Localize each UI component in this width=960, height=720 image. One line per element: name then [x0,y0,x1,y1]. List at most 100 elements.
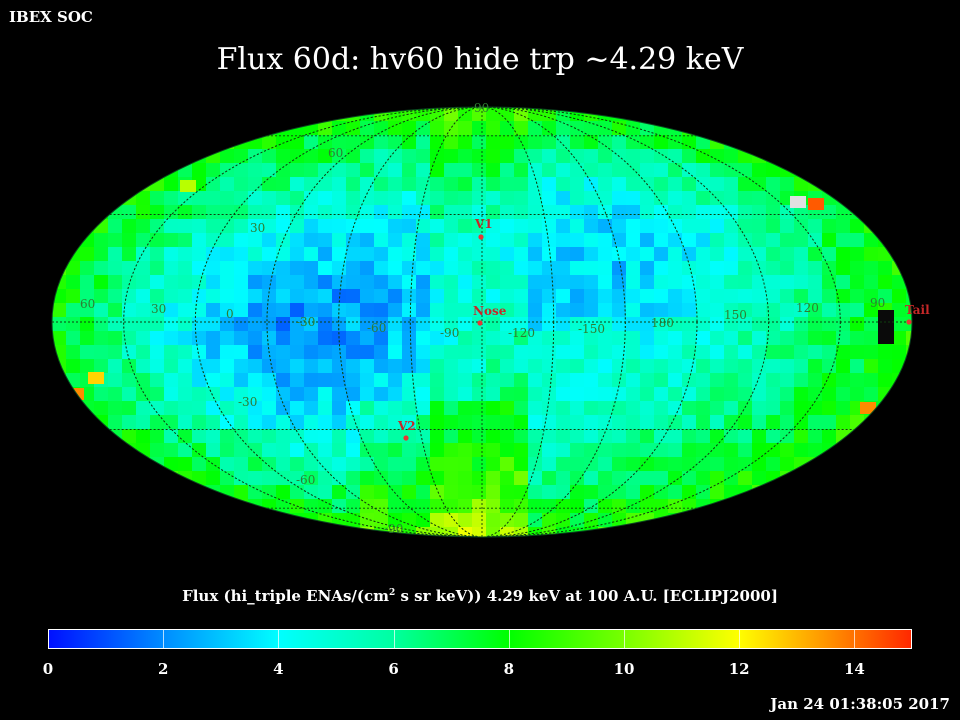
flux-pixel [360,471,375,486]
flux-pixel [780,331,795,346]
flux-pixel [388,387,403,402]
flux-pixel [248,219,263,234]
flux-pixel [780,219,795,234]
flux-pixel [164,247,179,262]
flux-pixel [346,261,361,276]
flux-pixel [332,345,347,360]
flux-pixel [234,233,249,248]
flux-pixel [374,373,389,388]
flux-pixel [388,247,403,262]
flux-pixel [766,359,781,374]
flux-pixel [808,415,823,430]
flux-pixel [738,373,753,388]
flux-pixel [304,261,319,276]
flux-pixel [276,345,291,360]
flux-pixel [220,401,235,416]
flux-pixel [836,317,851,332]
flux-pixel [640,527,655,537]
flux-pixel [318,191,333,206]
flux-pixel [668,205,683,220]
flux-pixel [640,289,655,304]
flux-pixel [416,345,431,360]
flux-pixel [276,135,291,150]
flux-pixel [850,289,865,304]
flux-pixel [304,471,319,486]
flux-pixel [332,135,347,150]
flux-pixel [430,247,445,262]
flux-pixel [416,163,431,178]
flux-pixel [752,443,767,458]
flux-pixel [402,275,417,290]
flux-pixel [654,471,669,486]
flux-pixel [290,457,305,472]
flux-pixel [416,149,431,164]
flux-pixel [136,219,151,234]
flux-pixel [486,513,501,528]
flux-pixel [864,387,879,402]
flux-pixel [710,471,725,486]
flux-pixel [514,247,529,262]
flux-pixel [430,527,445,537]
flux-pixel [836,261,851,276]
flux-pixel [374,331,389,346]
lat-label-90n: 90 [474,101,489,115]
flux-pixel [766,317,781,332]
flux-pixel [514,401,529,416]
flux-pixel [486,121,501,136]
flux-pixel [360,499,375,514]
flux-pixel [738,317,753,332]
flux-pixel [514,443,529,458]
flux-pixel [346,247,361,262]
flux-pixel [206,289,221,304]
flux-pixel [388,359,403,374]
flux-pixel [430,415,445,430]
flux-pixel [696,233,711,248]
flux-pixel [402,149,417,164]
flux-pixel [724,303,739,318]
flux-pixel [598,135,613,150]
flux-pixel [612,275,627,290]
flux-pixel [290,191,305,206]
flux-pixel [402,219,417,234]
flux-pixel [178,359,193,374]
flux-pixel [332,163,347,178]
flux-pixel [80,429,95,444]
flux-pixel [808,219,823,234]
flux-pixel [668,485,683,500]
flux-pixel [766,219,781,234]
flux-pixel [122,415,137,430]
flux-pixel [626,331,641,346]
flux-pixel [248,415,263,430]
flux-pixel [80,233,95,248]
flux-pixel [542,121,557,136]
flux-pixel [486,499,501,514]
flux-pixel [668,401,683,416]
flux-pixel [206,177,221,192]
flux-pixel [486,289,501,304]
flux-pixel [458,331,473,346]
flux-pixel [654,289,669,304]
flux-pixel [626,443,641,458]
flux-pixel [262,191,277,206]
flux-pixel [850,219,865,234]
flux-pixel [724,289,739,304]
flux-pixel [822,317,837,332]
flux-pixel [738,387,753,402]
flux-pixel [430,289,445,304]
flux-pixel [402,401,417,416]
flux-pixel [430,443,445,458]
flux-pixel [416,289,431,304]
flux-pixel [570,261,585,276]
flux-pixel [164,191,179,206]
flux-pixel [710,191,725,206]
flux-pixel [528,359,543,374]
flux-pixel [696,457,711,472]
flux-pixel [752,429,767,444]
flux-pixel [276,163,291,178]
flux-pixel [290,485,305,500]
flux-pixel [388,443,403,458]
flux-pixel [262,485,277,500]
flux-pixel [682,401,697,416]
flux-pixel [220,233,235,248]
flux-pixel [108,401,123,416]
